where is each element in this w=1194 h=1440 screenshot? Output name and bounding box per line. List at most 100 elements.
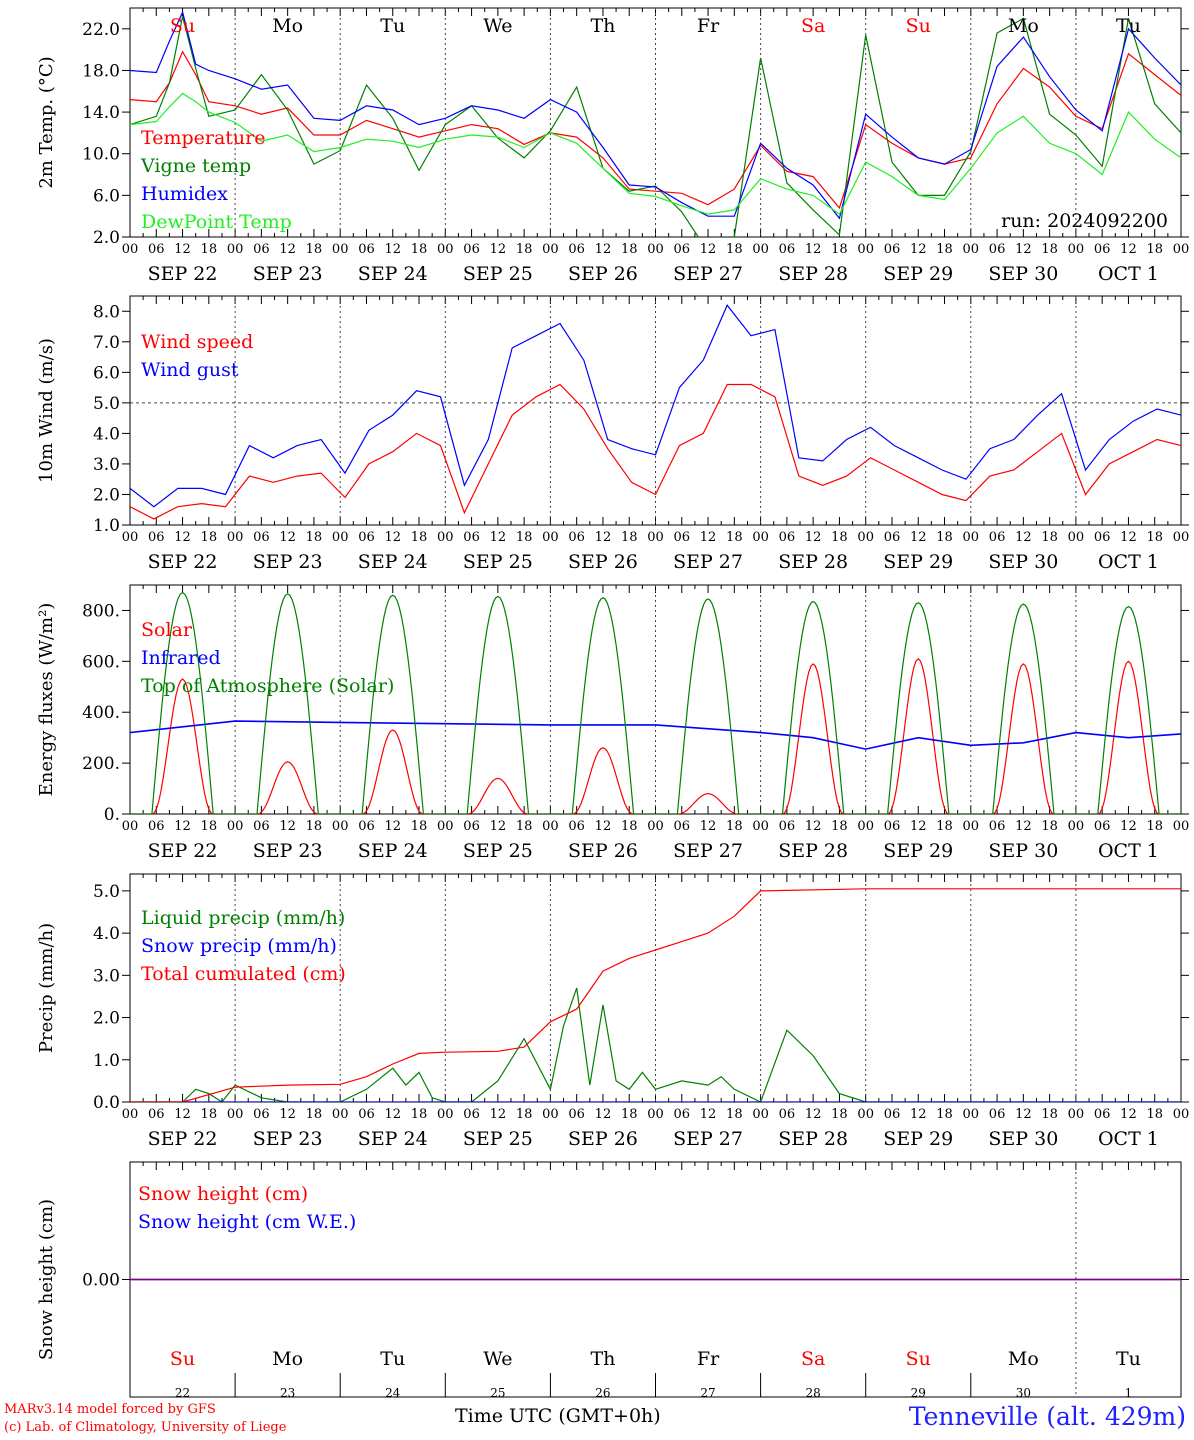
day-name-bottom: Su xyxy=(906,1348,931,1370)
wind-frame xyxy=(129,295,1182,526)
hour-tick-label: 06 xyxy=(148,530,165,545)
date-label: SEP 25 xyxy=(463,840,533,862)
legend-entry: Solar xyxy=(141,619,193,641)
energy-series-0 xyxy=(130,657,1181,814)
hour-tick-label: 06 xyxy=(674,242,691,257)
hour-tick-label: 12 xyxy=(700,242,717,257)
date-label: SEP 29 xyxy=(883,263,953,285)
hour-tick-label: 18 xyxy=(1041,819,1058,834)
hour-tick-label: 06 xyxy=(674,1107,691,1122)
temperature-ylabel: 2m Temp. (°C) xyxy=(36,56,57,188)
day-name-top: Fr xyxy=(697,15,720,37)
x-axis-title: Time UTC (GMT+0h) xyxy=(455,1405,661,1427)
panel-temperature xyxy=(122,7,1189,238)
hour-tick-label: 06 xyxy=(148,1107,165,1122)
date-label: SEP 22 xyxy=(148,263,218,285)
hour-tick-label: 12 xyxy=(490,242,507,257)
hour-tick-label: 00 xyxy=(1068,819,1085,834)
hour-tick-label: 18 xyxy=(1041,242,1058,257)
day-number: 30 xyxy=(1016,1386,1031,1400)
run-annotation: run: 2024092200 xyxy=(1001,210,1168,232)
hour-tick-label: 12 xyxy=(384,819,401,834)
hour-tick-label: 00 xyxy=(752,1107,769,1122)
hour-tick-label: 18 xyxy=(411,1107,428,1122)
wind-ytick-label: 4.0 xyxy=(93,424,120,444)
hour-tick-label: 06 xyxy=(358,1107,375,1122)
hour-tick-label: 12 xyxy=(174,242,191,257)
hour-tick-label: 18 xyxy=(306,530,323,545)
hour-tick-label: 00 xyxy=(857,1107,874,1122)
hour-tick-label: 12 xyxy=(174,530,191,545)
hour-tick-label: 00 xyxy=(752,530,769,545)
temperature-series-2 xyxy=(130,10,1181,220)
hour-tick-label: 12 xyxy=(174,819,191,834)
hour-tick-label: 18 xyxy=(726,819,743,834)
date-label: SEP 23 xyxy=(253,551,323,573)
day-number: 29 xyxy=(911,1386,926,1400)
day-name-top: Tu xyxy=(1116,15,1141,37)
date-label: OCT 1 xyxy=(1098,840,1159,862)
day-number: 1 xyxy=(1125,1386,1133,1400)
precip-series-2 xyxy=(130,888,1181,1102)
precip-series-0 xyxy=(130,987,1181,1102)
hour-tick-label: 12 xyxy=(910,1107,927,1122)
day-name-bottom: Tu xyxy=(1116,1348,1141,1370)
precip-ytick-label: 5.0 xyxy=(93,882,120,902)
precip-ytick-label: 3.0 xyxy=(93,966,120,986)
date-label: SEP 27 xyxy=(673,263,743,285)
temperature-ytick-label: 14.0 xyxy=(82,103,120,123)
hour-tick-label: 12 xyxy=(595,242,612,257)
hour-tick-label: 12 xyxy=(700,819,717,834)
hour-tick-label: 12 xyxy=(805,242,822,257)
hour-tick-label: 18 xyxy=(1146,530,1163,545)
model-credit: MARv3.14 model forced by GFS xyxy=(4,1402,216,1417)
hour-tick-label: 06 xyxy=(358,530,375,545)
hour-tick-label: 00 xyxy=(227,530,244,545)
wind-ytick-label: 1.0 xyxy=(93,516,120,536)
precip-ytick-label: 1.0 xyxy=(93,1051,120,1071)
day-name-bottom: Mo xyxy=(272,1348,303,1370)
hour-tick-label: 18 xyxy=(1146,242,1163,257)
hour-tick-label: 06 xyxy=(989,819,1006,834)
legend-entry: Humidex xyxy=(141,183,228,205)
day-name-top: Su xyxy=(170,15,195,37)
temperature-frame xyxy=(129,7,1182,238)
hour-tick-label: 18 xyxy=(516,242,533,257)
precip-hour-ticks xyxy=(129,874,1182,1102)
hour-tick-label: 18 xyxy=(621,1107,638,1122)
hour-tick-label: 00 xyxy=(1173,530,1190,545)
hour-tick-label: 00 xyxy=(332,1107,349,1122)
hour-tick-label: 12 xyxy=(279,819,296,834)
temperature-hour-ticks xyxy=(129,8,1182,237)
hour-tick-label: 18 xyxy=(516,1107,533,1122)
hour-tick-label: 06 xyxy=(148,242,165,257)
hour-tick-label: 12 xyxy=(384,1107,401,1122)
legend-entry: Top of Atmosphere (Solar) xyxy=(141,675,394,697)
hour-tick-label: 12 xyxy=(805,819,822,834)
hour-tick-label: 00 xyxy=(437,530,454,545)
legend-entry: Wind speed xyxy=(141,331,253,353)
date-label: OCT 1 xyxy=(1098,263,1159,285)
hour-tick-label: 18 xyxy=(516,819,533,834)
day-name-bottom: Mo xyxy=(1008,1348,1039,1370)
hour-tick-label: 18 xyxy=(411,242,428,257)
hour-tick-label: 06 xyxy=(1094,530,1111,545)
hour-tick-label: 12 xyxy=(805,530,822,545)
hour-tick-label: 00 xyxy=(542,242,559,257)
hour-tick-label: 18 xyxy=(621,530,638,545)
energy-ytick-label: 600. xyxy=(82,652,120,672)
hour-tick-label: 18 xyxy=(831,242,848,257)
hour-tick-label: 18 xyxy=(1041,530,1058,545)
hour-tick-label: 18 xyxy=(621,819,638,834)
hour-tick-label: 06 xyxy=(989,1107,1006,1122)
date-label: SEP 28 xyxy=(778,263,848,285)
hour-tick-label: 06 xyxy=(568,242,585,257)
date-label: SEP 25 xyxy=(463,263,533,285)
date-label: SEP 22 xyxy=(148,551,218,573)
hour-tick-label: 00 xyxy=(1068,530,1085,545)
hour-tick-label: 18 xyxy=(726,1107,743,1122)
hour-tick-label: 00 xyxy=(963,242,980,257)
hour-tick-label: 06 xyxy=(779,242,796,257)
day-name-bottom: We xyxy=(483,1348,512,1370)
energy-frame xyxy=(129,584,1182,815)
